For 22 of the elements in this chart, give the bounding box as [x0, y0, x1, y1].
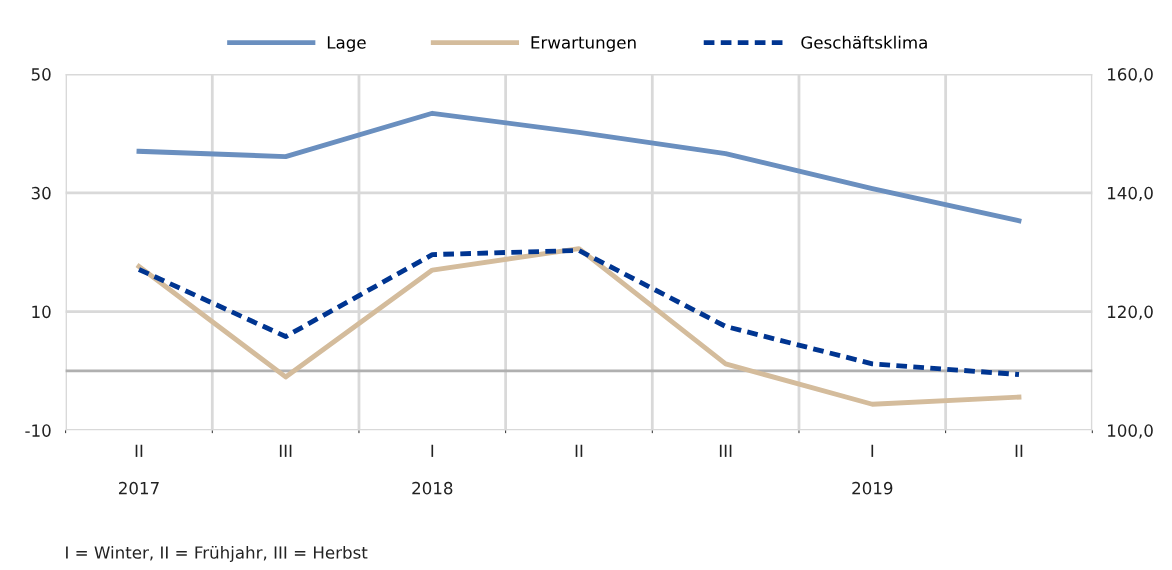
line-series: [136, 110, 1022, 224]
y2-tick-label: 120,0: [1108, 305, 1153, 320]
category-label: II 2017: [118, 444, 159, 495]
x-tick-label: II: [575, 444, 583, 457]
line-series: [136, 248, 1022, 377]
text: I = Winter, II = Frühjahr, III = Herbst: [66, 545, 368, 563]
x-tick-label: II: [1015, 444, 1023, 457]
y-tick-label: -10: [25, 424, 51, 437]
y-tick-label: 10: [32, 305, 51, 319]
x-tick-label: III: [279, 444, 292, 457]
category-label: I 2019: [852, 444, 893, 495]
y-tick-label: 30: [31, 186, 51, 200]
y2-tick-label: 100,0: [1108, 424, 1153, 439]
y2-tick-label: 140,0: [1108, 186, 1153, 202]
legend-label: Lage: [327, 36, 366, 52]
legend-label: Geschäftsklima: [801, 35, 927, 49]
legend-label: Erwartungen: [531, 36, 636, 52]
category-label: I 2018: [412, 444, 453, 495]
x-tick-label: III: [719, 444, 732, 457]
y2-tick-label: 160,0: [1108, 68, 1153, 83]
y-tick-label: 50: [31, 68, 51, 81]
line-series: [136, 246, 1022, 407]
